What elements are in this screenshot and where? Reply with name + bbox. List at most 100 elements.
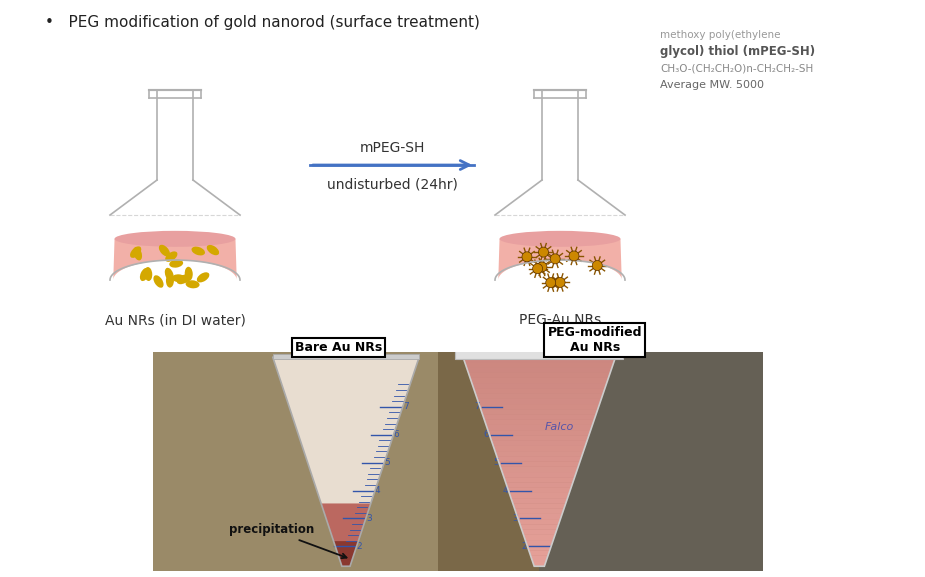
Ellipse shape [144,267,153,281]
Polygon shape [510,493,569,498]
Text: PEG-Au NRs: PEG-Au NRs [519,313,601,327]
Polygon shape [533,561,546,566]
Polygon shape [489,436,589,441]
Text: 3: 3 [512,514,518,523]
Polygon shape [110,180,240,280]
Polygon shape [472,383,607,388]
Text: 7: 7 [402,402,409,411]
Polygon shape [518,519,561,524]
Bar [455,344,623,359]
Polygon shape [485,419,594,425]
Text: 2: 2 [522,542,527,551]
Ellipse shape [115,231,236,247]
Circle shape [550,254,561,264]
Ellipse shape [191,246,205,256]
Ellipse shape [159,245,170,257]
Ellipse shape [154,275,164,288]
Ellipse shape [178,275,191,283]
Polygon shape [483,414,596,419]
Polygon shape [157,90,193,180]
Text: 5: 5 [384,458,390,467]
Polygon shape [153,352,763,571]
Polygon shape [500,467,578,472]
Polygon shape [464,362,614,368]
Polygon shape [497,456,582,462]
Ellipse shape [197,272,209,282]
Polygon shape [487,430,591,436]
Text: 7: 7 [475,402,480,411]
Text: mPEG-SH: mPEG-SH [359,141,425,155]
Circle shape [536,262,547,272]
Polygon shape [531,556,548,561]
Ellipse shape [185,267,192,281]
Polygon shape [525,540,553,545]
Polygon shape [481,409,598,414]
Polygon shape [479,404,599,409]
Ellipse shape [165,268,174,281]
Polygon shape [512,504,566,509]
Polygon shape [524,535,555,540]
Text: 6: 6 [393,430,400,439]
Polygon shape [499,239,622,280]
Polygon shape [516,514,562,519]
Text: Au NRs (in DI water): Au NRs (in DI water) [105,313,245,327]
Polygon shape [113,239,237,280]
Bar [273,354,419,359]
Circle shape [522,252,532,262]
Ellipse shape [133,247,142,260]
Ellipse shape [140,268,149,281]
Polygon shape [511,498,568,504]
Polygon shape [529,550,549,556]
Polygon shape [463,357,616,566]
Polygon shape [477,399,601,404]
Polygon shape [470,378,609,383]
Text: CH₃O-(CH₂CH₂O)n-CH₂CH₂-SH: CH₃O-(CH₂CH₂O)n-CH₂CH₂-SH [660,63,813,73]
Circle shape [592,261,602,271]
Text: precipitation: precipitation [229,523,347,558]
Circle shape [569,251,579,261]
Polygon shape [527,545,551,550]
Polygon shape [495,451,584,456]
Text: •   PEG modification of gold nanorod (surface treatment): • PEG modification of gold nanorod (surf… [45,15,480,30]
Ellipse shape [169,260,183,268]
Polygon shape [522,530,557,535]
Polygon shape [539,352,763,571]
Polygon shape [493,446,586,451]
Ellipse shape [177,275,190,284]
Polygon shape [474,388,605,394]
Polygon shape [499,462,580,467]
Polygon shape [321,504,371,566]
Polygon shape [495,180,625,280]
Ellipse shape [166,273,174,287]
Polygon shape [502,472,576,477]
Circle shape [533,264,543,273]
Ellipse shape [500,231,621,247]
Ellipse shape [206,245,219,255]
Text: 4: 4 [375,486,381,495]
Text: methoxy poly(ethylene: methoxy poly(ethylene [660,30,781,40]
Text: glycol) thiol (mPEG-SH): glycol) thiol (mPEG-SH) [660,45,815,58]
Polygon shape [542,90,578,180]
Text: undisturbed (24hr): undisturbed (24hr) [327,177,458,191]
Ellipse shape [172,274,186,282]
Polygon shape [468,373,610,378]
Text: PEG-modified
Au NRs: PEG-modified Au NRs [548,326,642,354]
Polygon shape [463,357,616,362]
Text: Falco: Falco [545,422,574,432]
Polygon shape [487,425,592,430]
Polygon shape [334,541,358,566]
Polygon shape [514,509,564,514]
Polygon shape [153,352,438,571]
Text: Bare Au NRs: Bare Au NRs [295,341,382,354]
Text: 3: 3 [365,514,372,523]
Polygon shape [506,482,573,488]
Text: Average MW. 5000: Average MW. 5000 [660,80,764,90]
Circle shape [538,247,549,257]
Circle shape [546,278,556,288]
Polygon shape [491,441,587,446]
Ellipse shape [166,252,178,262]
Text: 4: 4 [503,486,509,495]
Text: 6: 6 [484,430,489,439]
Polygon shape [508,488,571,493]
Polygon shape [504,477,574,482]
